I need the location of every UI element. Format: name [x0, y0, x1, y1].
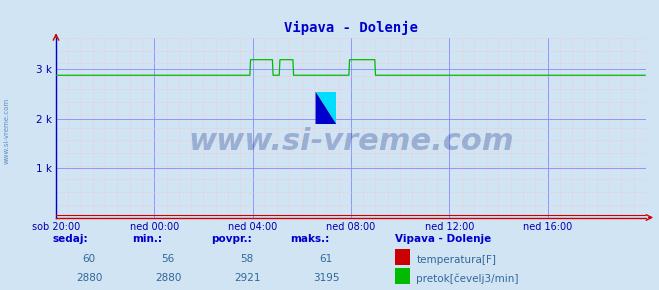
Text: 2921: 2921: [234, 273, 260, 283]
Text: www.si-vreme.com: www.si-vreme.com: [3, 97, 10, 164]
Text: povpr.:: povpr.:: [211, 234, 252, 244]
Text: 56: 56: [161, 254, 175, 264]
Text: sedaj:: sedaj:: [53, 234, 88, 244]
Title: Vipava - Dolenje: Vipava - Dolenje: [284, 21, 418, 35]
Bar: [316, 92, 336, 124]
Text: Vipava - Dolenje: Vipava - Dolenje: [395, 234, 492, 244]
Text: 61: 61: [320, 254, 333, 264]
Text: maks.:: maks.:: [290, 234, 330, 244]
Text: pretok[čevelj3/min]: pretok[čevelj3/min]: [416, 273, 519, 284]
Text: min.:: min.:: [132, 234, 162, 244]
Text: 58: 58: [241, 254, 254, 264]
Polygon shape: [316, 92, 336, 124]
Polygon shape: [316, 92, 336, 124]
Text: www.si-vreme.com: www.si-vreme.com: [188, 128, 514, 157]
Text: 2880: 2880: [155, 273, 181, 283]
Text: 60: 60: [82, 254, 96, 264]
Text: 2880: 2880: [76, 273, 102, 283]
Text: 3195: 3195: [313, 273, 339, 283]
Text: temperatura[F]: temperatura[F]: [416, 255, 496, 264]
